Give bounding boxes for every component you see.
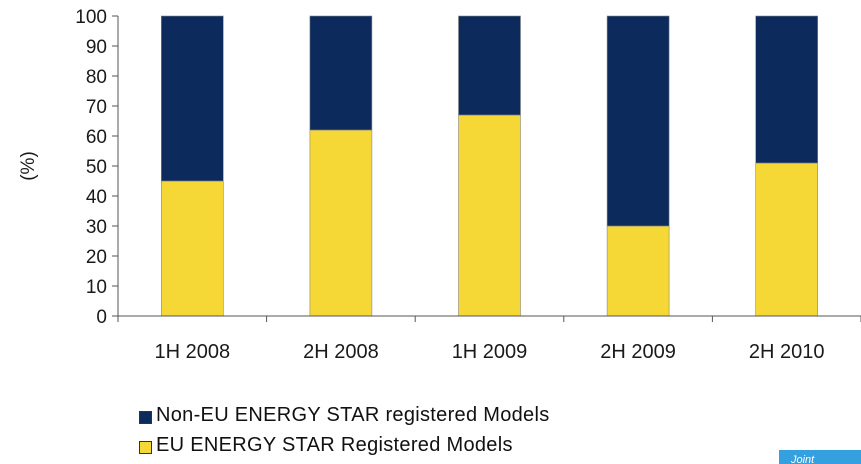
x-tick-label: 1H 2008 xyxy=(154,341,230,363)
legend: Non-EU ENERGY STAR registered Models EU … xyxy=(139,400,550,460)
y-axis-ticks: 0 10 20 30 40 50 60 70 80 90 100 xyxy=(75,7,119,328)
legend-label-eu: EU ENERGY STAR Registered Models xyxy=(156,433,513,456)
y-tick-label: 50 xyxy=(86,157,107,178)
y-tick-label: 20 xyxy=(86,247,107,268)
bar-non-eu-2h-2008 xyxy=(309,15,373,131)
y-tick-label: 10 xyxy=(86,277,107,298)
y-tick-label: 30 xyxy=(86,217,107,238)
y-tick-label: 100 xyxy=(75,7,107,28)
y-tick-label: 90 xyxy=(86,37,107,58)
bar-non-eu-1h-2009 xyxy=(458,15,521,116)
x-tick-label: 2H 2010 xyxy=(749,341,825,363)
legend-label-non-eu: Non-EU ENERGY STAR registered Models xyxy=(156,403,550,426)
y-tick-label: 0 xyxy=(96,307,107,328)
corner-tag[interactable]: Joint xyxy=(779,450,861,464)
x-axis: 1H 2008 2H 2008 1H 2009 2H 2009 2H 2010 xyxy=(117,315,861,363)
x-tick-label: 2H 2008 xyxy=(303,341,379,363)
bar-non-eu-1h-2008 xyxy=(161,15,224,182)
bar-eu-2h-2009 xyxy=(606,225,670,317)
legend-swatch-eu xyxy=(139,440,152,454)
bar-eu-1h-2008 xyxy=(161,180,224,317)
legend-swatch-non-eu xyxy=(139,410,152,424)
legend-item-non-eu: Non-EU ENERGY STAR registered Models xyxy=(139,400,550,430)
stacked-bar-chart: (%) 0 10 20 30 40 50 60 70 80 90 100 1H 2008 2H 200… xyxy=(18,7,861,363)
legend-item-eu: EU ENERGY STAR Registered Models xyxy=(139,430,550,460)
y-tick-label: 40 xyxy=(86,187,107,208)
bar-non-eu-2h-2009 xyxy=(606,15,670,227)
y-axis-label: (%) xyxy=(18,151,39,181)
x-tick-label: 1H 2009 xyxy=(452,341,528,363)
bar-non-eu-2h-2010 xyxy=(755,15,819,164)
bar-eu-2h-2008 xyxy=(309,129,373,317)
bar-eu-1h-2009 xyxy=(458,114,521,317)
bar-eu-2h-2010 xyxy=(755,162,819,317)
x-tick-label: 2H 2009 xyxy=(600,341,676,363)
bars xyxy=(161,15,819,317)
y-tick-label: 60 xyxy=(86,127,107,148)
y-tick-label: 80 xyxy=(86,67,107,88)
y-tick-label: 70 xyxy=(86,97,107,118)
